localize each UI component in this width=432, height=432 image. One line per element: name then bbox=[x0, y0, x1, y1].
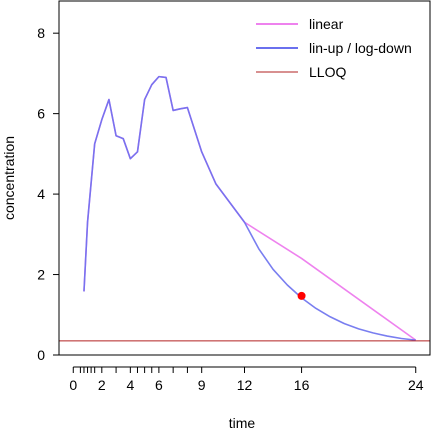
x-tick-label: 12 bbox=[237, 377, 253, 393]
legend-label: linear bbox=[309, 16, 344, 32]
legend: linear lin-up / log-down LLOQ bbox=[256, 16, 412, 80]
x-tick-label: 0 bbox=[69, 377, 77, 393]
y-tick-label: 2 bbox=[37, 267, 45, 283]
y-tick-label: 0 bbox=[37, 347, 45, 363]
legend-label: LLOQ bbox=[309, 64, 346, 80]
series-line-linear bbox=[83, 75, 417, 341]
y-axis-title: concentration bbox=[1, 136, 17, 220]
plot-lines bbox=[59, 75, 430, 342]
legend-label: lin-up / log-down bbox=[309, 40, 412, 56]
series-line-lin-up-log-down bbox=[83, 75, 416, 341]
y-tick-label: 6 bbox=[37, 106, 45, 122]
x-tick-label: 4 bbox=[126, 377, 134, 393]
y-tick-label: 4 bbox=[37, 186, 45, 202]
x-tick-label: 16 bbox=[294, 377, 310, 393]
x-tick-label: 24 bbox=[408, 377, 424, 393]
x-axis-title: time bbox=[229, 415, 256, 431]
x-tick-label: 2 bbox=[98, 377, 106, 393]
x-axis: 0 2 4 6 9 12 16 24 bbox=[69, 366, 424, 393]
plot-points bbox=[297, 291, 306, 300]
x-tick-label: 9 bbox=[198, 377, 206, 393]
y-axis: 0 2 4 6 8 bbox=[37, 25, 59, 363]
plot-frame bbox=[58, 0, 431, 356]
y-tick-label: 8 bbox=[37, 25, 45, 41]
x-tick-label: 6 bbox=[155, 377, 163, 393]
data-point bbox=[297, 291, 306, 300]
